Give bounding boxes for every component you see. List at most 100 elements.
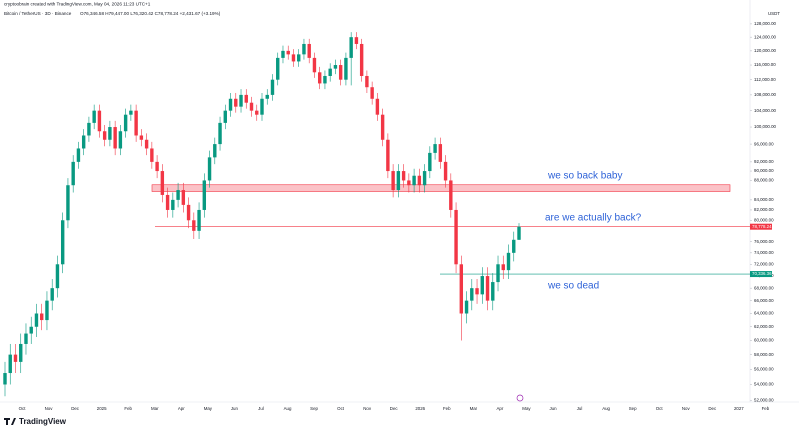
candle-body xyxy=(338,65,343,80)
y-tick-label: 84,000.00 xyxy=(754,197,774,202)
candle-body xyxy=(291,54,296,62)
candle-body xyxy=(270,79,275,95)
y-tick-label: 74,000.00 xyxy=(754,250,774,255)
level-label: 78,778.24 xyxy=(752,224,772,229)
y-tick-label: 116,000.00 xyxy=(754,62,776,67)
candle-body xyxy=(302,43,306,55)
candle-body xyxy=(66,185,70,221)
candle-body xyxy=(139,135,144,140)
candle-body xyxy=(13,354,18,362)
candle-body xyxy=(45,300,49,321)
candle-body xyxy=(249,102,254,111)
candle-body xyxy=(19,343,23,362)
y-tick-label: 100,000.00 xyxy=(754,124,777,129)
candle-body xyxy=(281,50,285,58)
candle-body xyxy=(197,209,201,231)
candle-body xyxy=(512,239,516,253)
candle-body xyxy=(228,98,233,111)
candle-body xyxy=(396,171,401,191)
candle-body xyxy=(244,94,248,103)
y-tick-label: 90,000.00 xyxy=(754,168,774,173)
candle-body xyxy=(454,209,458,265)
candle-body xyxy=(475,288,479,295)
y-tick-label: 104,000.00 xyxy=(754,108,777,113)
candle-body xyxy=(165,194,170,210)
candle-body xyxy=(50,288,54,301)
candle-body xyxy=(443,161,448,181)
y-tick-label: 64,000.00 xyxy=(754,311,774,316)
annotation: are we actually back? xyxy=(545,213,642,224)
candle-body xyxy=(171,199,175,210)
annotation: we so back baby xyxy=(547,171,623,182)
candle-body xyxy=(491,282,495,301)
candle-body xyxy=(480,276,484,295)
y-tick-label: 108,000.00 xyxy=(754,92,777,97)
candle-body xyxy=(501,264,505,271)
candle-body xyxy=(87,122,91,136)
candle-body xyxy=(317,72,322,84)
zone xyxy=(151,184,731,192)
candle-body xyxy=(192,220,196,231)
candle-body xyxy=(328,68,332,76)
candle-body xyxy=(401,171,406,181)
candle-body xyxy=(485,276,490,301)
candle-body xyxy=(312,57,317,73)
event-marker xyxy=(516,394,524,402)
y-tick-label: 72,000.00 xyxy=(754,261,774,266)
candle-body xyxy=(218,122,222,145)
candle-body xyxy=(286,50,290,55)
x-tick-label: Oct xyxy=(337,406,345,411)
y-tick-label: 128,000.00 xyxy=(754,21,777,26)
candle-body xyxy=(207,157,212,181)
x-tick-label: Apr xyxy=(178,406,185,411)
candle-body xyxy=(255,110,259,115)
candle-body xyxy=(354,37,359,44)
candle-body xyxy=(181,190,186,205)
axis-unit: USDT xyxy=(768,11,780,16)
candle-body xyxy=(144,139,149,149)
x-tick-label: Aug xyxy=(284,406,292,411)
x-tick-label: 2025 xyxy=(97,406,107,411)
candle-body xyxy=(470,288,474,301)
y-tick-label: 82,000.00 xyxy=(754,207,774,212)
y-tick-label: 92,000.00 xyxy=(754,159,774,164)
brand: TradingView xyxy=(19,417,67,426)
candle-body xyxy=(155,161,159,172)
candle-body xyxy=(496,264,500,283)
candle-body xyxy=(150,148,154,162)
x-tick-label: May xyxy=(522,406,531,411)
candle-body xyxy=(438,144,443,162)
candle-body xyxy=(349,37,353,58)
candle-body xyxy=(102,131,107,140)
candle-body xyxy=(8,354,12,374)
x-tick-label: Apr xyxy=(496,406,503,411)
y-tick-label: 124,000.00 xyxy=(754,34,777,39)
candle-body xyxy=(260,98,264,115)
x-tick-label: Dec xyxy=(71,406,80,411)
candle-body xyxy=(506,252,511,271)
y-tick-label: 80,000.00 xyxy=(754,217,774,222)
y-tick-label: 56,000.00 xyxy=(754,366,774,371)
x-tick-label: Sep xyxy=(629,406,637,411)
x-tick-label: May xyxy=(204,406,213,411)
candle-body xyxy=(176,190,180,200)
candle-body xyxy=(97,110,102,132)
x-tick-label: 2027 xyxy=(734,406,744,411)
candle-body xyxy=(34,313,39,327)
candle-body xyxy=(76,148,81,162)
candle-body xyxy=(24,333,28,344)
x-tick-label: Jun xyxy=(231,406,239,411)
candle-body xyxy=(359,43,364,76)
y-tick-label: 62,000.00 xyxy=(754,324,774,329)
candle-body xyxy=(333,65,338,69)
candle-body xyxy=(449,180,453,210)
candle-body xyxy=(186,204,191,221)
x-tick-label: Mar xyxy=(470,406,478,411)
y-tick-label: 54,000.00 xyxy=(754,382,774,387)
candle-body xyxy=(323,75,327,84)
x-tick-label: Nov xyxy=(363,406,372,411)
ohlc: O76,346.58 H79,447.00 L76,320.42 C78,778… xyxy=(80,11,221,16)
level-label: 70,336.36 xyxy=(752,271,772,276)
symbol: Bitcoin / TetherUS · 3D · Binance xyxy=(4,11,72,16)
candle-body xyxy=(40,313,44,321)
